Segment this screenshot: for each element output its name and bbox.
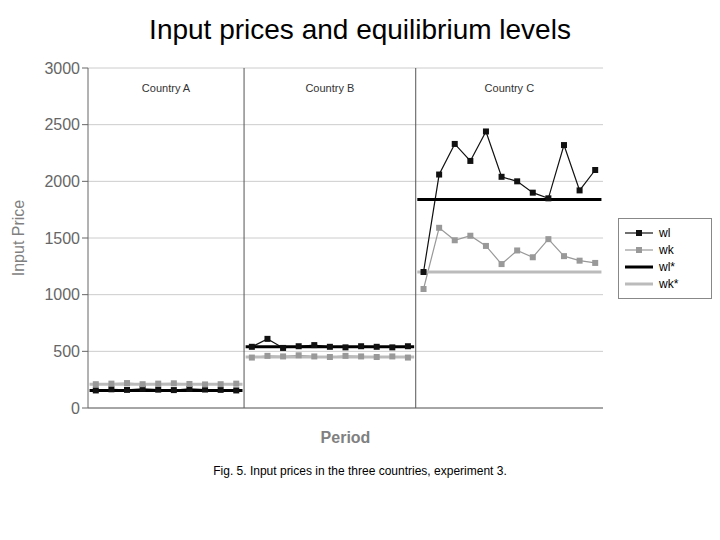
svg-text:500: 500 xyxy=(53,343,80,360)
svg-text:Period: Period xyxy=(321,429,371,446)
html-text:wk: wk xyxy=(659,242,674,257)
svg-text:Country A: Country A xyxy=(142,82,191,94)
svg-text:1000: 1000 xyxy=(44,286,80,303)
svg-text:Country B: Country B xyxy=(305,82,354,94)
svg-text:Country C: Country C xyxy=(485,82,535,94)
html-text:wk*: wk* xyxy=(659,276,679,291)
svg-text:1500: 1500 xyxy=(44,230,80,247)
svg-text:2000: 2000 xyxy=(44,173,80,190)
html-text:Input prices and equilibrium l: Input prices and equilibrium levels xyxy=(149,14,571,45)
svg-text:0: 0 xyxy=(71,400,80,417)
svg-text:2500: 2500 xyxy=(44,116,80,133)
html-text:wl: wl xyxy=(659,225,671,240)
html-text:Fig. 5. Input prices in the th: Fig. 5. Input prices in the three countr… xyxy=(213,464,507,478)
html-text:wl*: wl* xyxy=(659,259,675,274)
svg-text:3000: 3000 xyxy=(44,60,80,77)
svg-text:Input Price: Input Price xyxy=(10,200,27,277)
